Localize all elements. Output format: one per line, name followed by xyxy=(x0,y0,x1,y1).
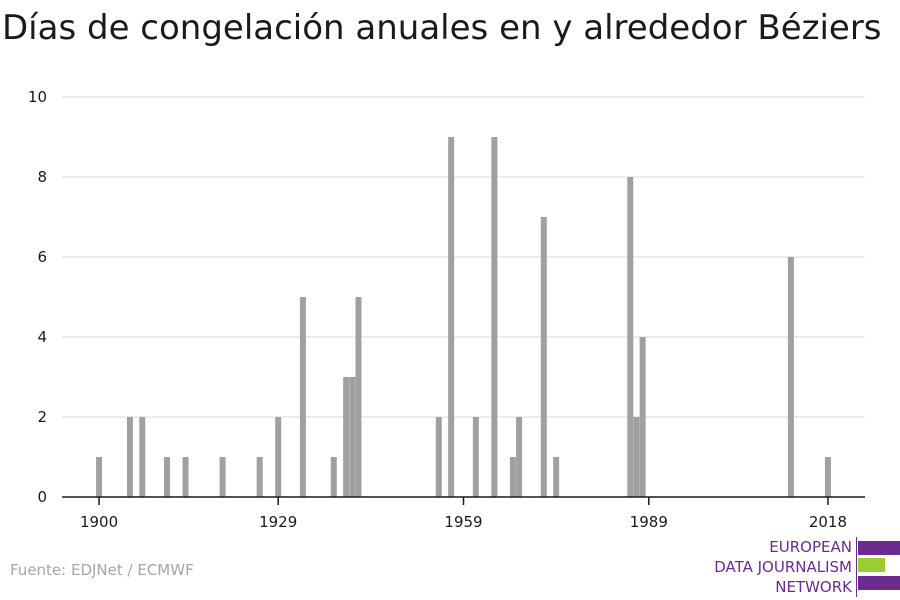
logo-line: EUROPEAN xyxy=(769,538,852,556)
bar xyxy=(355,297,362,497)
bar xyxy=(509,457,516,497)
bar xyxy=(275,417,282,497)
bar xyxy=(349,377,356,497)
bar xyxy=(256,457,263,497)
x-axis xyxy=(62,496,865,505)
bar xyxy=(516,417,523,497)
y-tick-label: 0 xyxy=(37,488,47,506)
bar xyxy=(139,417,146,497)
bar xyxy=(299,297,306,497)
x-tick-label: 1989 xyxy=(630,513,668,531)
bars xyxy=(96,137,831,497)
source-note: Fuente: EDJNet / ECMWF xyxy=(10,561,194,579)
y-tick-label: 2 xyxy=(37,408,47,426)
bar xyxy=(491,137,498,497)
logo-bar-green xyxy=(858,558,885,572)
logo-line: DATA JOURNALISM xyxy=(714,558,852,576)
logo-bar-purple xyxy=(858,541,900,555)
bar xyxy=(330,457,337,497)
logo-bar-purple xyxy=(858,576,900,590)
bar xyxy=(96,457,103,497)
bar xyxy=(824,457,831,497)
y-tick-label: 8 xyxy=(37,168,47,186)
chart-title: Días de congelación anuales en y alreded… xyxy=(2,8,882,48)
bar xyxy=(164,457,171,497)
bar xyxy=(343,377,350,497)
bar xyxy=(627,177,634,497)
x-tick-label: 1959 xyxy=(444,513,482,531)
y-tick-labels: 0 2 4 6 8 10 xyxy=(28,88,47,506)
bar xyxy=(472,417,479,497)
y-tick-label: 4 xyxy=(37,328,47,346)
bar xyxy=(182,457,189,497)
logo-text: EUROPEAN DATA JOURNALISM NETWORK xyxy=(714,537,852,597)
bar xyxy=(435,417,442,497)
x-tick-label: 2018 xyxy=(809,513,847,531)
bar xyxy=(633,417,640,497)
grid-lines xyxy=(62,96,865,418)
bar xyxy=(219,457,226,497)
x-tick-label: 1900 xyxy=(80,513,118,531)
bar xyxy=(553,457,560,497)
bar xyxy=(448,137,455,497)
y-tick-label: 10 xyxy=(28,88,47,106)
y-tick-label: 6 xyxy=(37,248,47,266)
bar xyxy=(126,417,133,497)
logo-line: NETWORK xyxy=(775,578,852,596)
bar xyxy=(639,337,646,497)
chart: 0 2 4 6 8 10 1900 1929 1959 1989 2018 xyxy=(28,88,865,531)
x-tick-labels: 1900 1929 1959 1989 2018 xyxy=(80,513,847,531)
logo-divider xyxy=(856,537,857,597)
bar xyxy=(540,217,547,497)
bar xyxy=(787,257,794,497)
x-tick-label: 1929 xyxy=(259,513,297,531)
edjnet-logo: EUROPEAN DATA JOURNALISM NETWORK xyxy=(700,537,900,597)
